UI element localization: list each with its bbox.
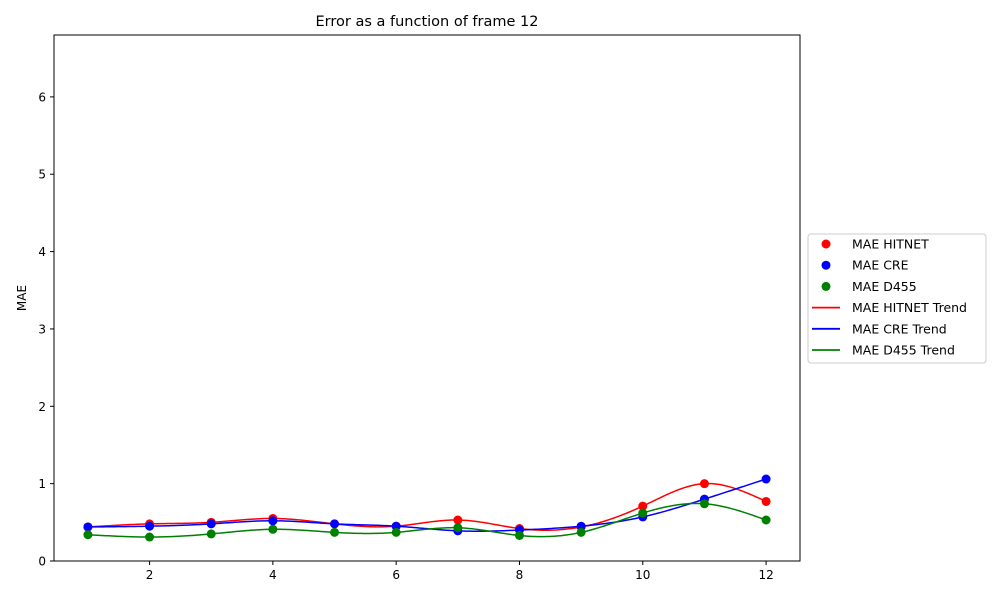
mae-d455-point (206, 529, 216, 539)
legend-label-mae-d455: MAE D455 (852, 279, 917, 294)
plot-area (83, 474, 771, 542)
legend-label-mae-cre: MAE CRE (852, 258, 909, 273)
x-tick-label: 2 (146, 568, 154, 582)
x-tick-label: 10 (635, 568, 650, 582)
mae-cre-point (330, 519, 340, 529)
mae-d455-point (761, 515, 771, 525)
mae-cre-point (268, 516, 278, 526)
axes-frame (53, 34, 801, 562)
y-tick-label: 5 (38, 168, 46, 182)
mae-d455-point (268, 524, 278, 534)
mae-d455-point (699, 499, 709, 509)
mae-hitnet-point (761, 496, 771, 506)
mae-d455-point (145, 532, 155, 542)
x-tick-label: 8 (516, 568, 524, 582)
legend-label-mae-d455-trend: MAE D455 Trend (852, 343, 955, 358)
legend-marker-mae-cre (821, 260, 831, 270)
legend-label-mae-hitnet: MAE HITNET (852, 237, 929, 252)
mae-d455-point (576, 527, 586, 537)
x-tick-label: 12 (758, 568, 773, 582)
y-tick-label: 3 (38, 322, 46, 336)
mae-hitnet-trend-line (87, 482, 767, 531)
y-tick-label: 0 (38, 555, 46, 569)
legend-label-mae-hitnet-trend: MAE HITNET Trend (852, 300, 967, 315)
mae-hitnet-point (638, 501, 648, 511)
legend-label-mae-cre-trend: MAE CRE Trend (852, 321, 947, 336)
y-tick-label: 2 (38, 400, 46, 414)
mae-d455-point (83, 530, 93, 540)
mae-cre-point (761, 474, 771, 484)
mae-d455-point (638, 508, 648, 518)
mae-d455-point (514, 530, 524, 540)
mae-d455-trend-line (87, 502, 767, 538)
x-tick-label: 4 (269, 568, 277, 582)
mae-hitnet-point (699, 479, 709, 489)
mae-cre-point (391, 521, 401, 531)
mae-cre-point (576, 521, 586, 531)
legend-box (807, 233, 987, 364)
y-axis-label: MAE (15, 285, 29, 311)
legend-marker-mae-d455 (821, 281, 831, 291)
mae-cre-point (206, 519, 216, 529)
mae-d455-point (391, 527, 401, 537)
mae-cre-point (83, 522, 93, 532)
y-tick-label: 4 (38, 245, 46, 259)
mae-cre-point (145, 521, 155, 531)
y-tick-label: 6 (38, 90, 46, 104)
chart-title: Error as a function of frame 12 (316, 14, 539, 30)
mae-d455-point (453, 523, 463, 533)
y-axis: 0 1 2 3 4 5 6 (38, 90, 54, 569)
x-axis: 2 4 6 8 10 12 (146, 561, 774, 582)
legend: MAE HITNET MAE CRE MAE D455 MAE HITNET Tren… (807, 233, 987, 364)
legend-marker-mae-hitnet (821, 239, 831, 249)
mae-hitnet-point (453, 515, 463, 525)
y-tick-label: 1 (38, 477, 46, 491)
x-tick-label: 6 (392, 568, 400, 582)
mae-d455-point (330, 527, 340, 537)
